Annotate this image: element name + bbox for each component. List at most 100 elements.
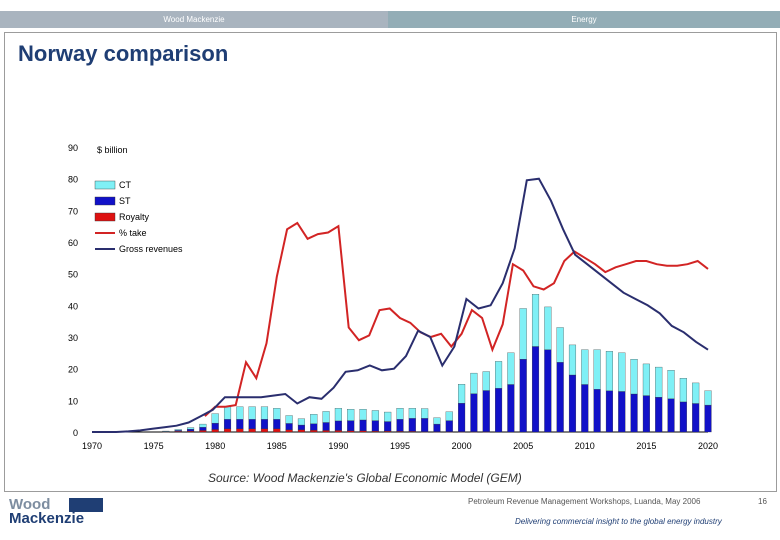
y-tick-label: 50 — [68, 270, 78, 280]
bar-st — [445, 420, 453, 432]
bar-st — [544, 349, 552, 433]
bar-royalty — [322, 430, 330, 433]
bar-st — [273, 419, 281, 429]
logo-mark — [69, 498, 103, 512]
y-tick-label: 40 — [68, 301, 78, 311]
bar-royalty — [199, 430, 207, 433]
bar-ct — [519, 308, 527, 360]
bar-st — [285, 423, 293, 430]
bar-ct — [544, 306, 552, 350]
bar-ct — [334, 408, 342, 422]
bar-ct — [433, 417, 441, 425]
bar-st — [211, 422, 219, 430]
y-tick-label: 0 — [73, 428, 78, 438]
bar-ct — [396, 408, 404, 420]
bar-ct — [421, 408, 429, 419]
x-tick-label: 2020 — [698, 441, 718, 451]
bar-st — [297, 424, 305, 430]
legend-swatch — [94, 212, 116, 222]
bar-ct — [630, 359, 638, 395]
bar-st — [704, 404, 712, 433]
bar-st — [371, 420, 379, 432]
bar-st — [593, 389, 601, 433]
bar-royalty — [359, 430, 367, 433]
bar-ct — [187, 427, 195, 430]
bar-royalty — [223, 428, 232, 433]
bar-st — [630, 393, 638, 433]
bar-royalty — [285, 429, 293, 433]
legend-label: Gross revenues — [119, 244, 183, 254]
bar-st — [495, 388, 503, 433]
x-tick-label: 2015 — [636, 441, 656, 451]
bar-ct — [618, 352, 626, 392]
bar-ct — [359, 409, 367, 421]
bar-ct — [223, 406, 232, 420]
bar-st — [618, 391, 626, 433]
bar-ct — [495, 361, 503, 389]
bar-ct — [482, 371, 490, 391]
page-number: 16 — [758, 497, 767, 506]
x-tick-label: 2010 — [575, 441, 595, 451]
x-tick-label: 1970 — [82, 441, 102, 451]
bar-ct — [531, 294, 540, 347]
bar-ct — [704, 390, 712, 406]
source-note: Source: Wood Mackenzie's Global Economic… — [208, 471, 522, 485]
bar-royalty — [248, 428, 256, 433]
bar-st — [605, 390, 613, 433]
bar-royalty — [273, 428, 281, 433]
bar-royalty — [211, 429, 219, 433]
header-brand: Wood Mackenzie — [0, 11, 388, 28]
series-gross-line — [92, 177, 709, 433]
legend-swatch — [94, 180, 116, 190]
bar-ct — [174, 429, 182, 431]
bar-st — [223, 419, 232, 429]
bar-st — [396, 419, 404, 432]
bar-ct — [199, 423, 207, 428]
bar-ct — [692, 382, 700, 404]
bar-st — [187, 428, 195, 432]
bar-st — [519, 359, 527, 433]
y-tick-label: 10 — [68, 396, 78, 406]
bar-ct — [211, 413, 219, 424]
x-tick-label: 2000 — [452, 441, 472, 451]
y-tick-label: 90 — [68, 143, 78, 153]
x-tick-label: 2005 — [513, 441, 533, 451]
bar-ct — [593, 349, 601, 390]
footer-tagline: Delivering commercial insight to the glo… — [515, 517, 722, 526]
bar-st — [556, 362, 564, 433]
bar-royalty — [236, 428, 244, 433]
logo: Wood Mackenzie — [9, 494, 119, 534]
bar-ct — [310, 414, 318, 424]
bar-st — [433, 423, 441, 432]
bar-st — [347, 420, 355, 431]
logo-word-2: Mackenzie — [9, 510, 85, 527]
bar-st — [199, 427, 207, 431]
bar-royalty — [260, 428, 269, 433]
legend-label: ST — [119, 196, 131, 206]
bar-st — [359, 419, 367, 431]
bar-ct — [507, 352, 515, 385]
bar-ct — [347, 409, 355, 421]
x-tick-label: 1980 — [205, 441, 225, 451]
bar-ct — [248, 406, 256, 420]
bar-ct — [556, 327, 564, 363]
x-tick-label: 1990 — [328, 441, 348, 451]
bar-ct — [384, 411, 392, 422]
bar-ct — [642, 363, 650, 396]
x-tick-label: 1975 — [144, 441, 164, 451]
x-tick-label: 1985 — [267, 441, 287, 451]
bar-ct — [322, 411, 330, 423]
bar-royalty — [334, 430, 342, 433]
bar-ct — [667, 370, 675, 399]
bar-ct — [470, 372, 478, 394]
bar-st — [260, 419, 269, 429]
bar-st — [581, 384, 589, 433]
bar-royalty — [347, 430, 355, 433]
bar-st — [458, 403, 466, 432]
bar-royalty — [310, 429, 318, 433]
bar-ct — [581, 349, 589, 385]
y-tick-label: 80 — [68, 175, 78, 185]
bar-ct — [297, 418, 305, 426]
y-unit-label: $ billion — [97, 145, 128, 155]
bar-st — [408, 418, 416, 432]
